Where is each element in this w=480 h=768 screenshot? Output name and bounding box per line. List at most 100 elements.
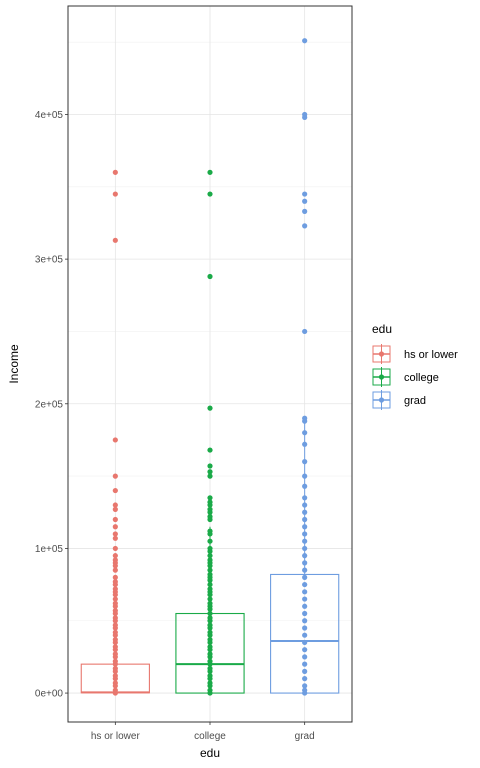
data-point [207, 563, 213, 569]
legend-label: grad [404, 395, 426, 407]
data-point [302, 483, 308, 489]
data-point [112, 567, 118, 573]
data-point [302, 418, 308, 424]
data-point [112, 625, 118, 631]
data-point [302, 618, 308, 624]
data-point [112, 516, 118, 523]
data-point [207, 596, 213, 602]
data-point [302, 661, 308, 667]
data-point [207, 610, 213, 617]
legend-items: hs or lower college grad [372, 344, 458, 410]
points [112, 38, 308, 696]
data-point [207, 654, 213, 660]
data-point [302, 676, 308, 682]
data-point [302, 632, 308, 638]
data-point [112, 506, 118, 512]
data-point [112, 563, 118, 569]
data-point [112, 592, 118, 598]
y-tick-label: 3e+05 [35, 255, 64, 266]
x-axis-title: edu [200, 746, 220, 760]
data-point [207, 473, 213, 479]
data-point [112, 647, 118, 653]
data-point [302, 596, 308, 602]
data-point [207, 516, 213, 523]
data-point [207, 405, 213, 411]
data-point [112, 473, 118, 479]
data-point [207, 548, 213, 554]
data-point [302, 223, 308, 229]
data-point [112, 237, 118, 243]
data-point [302, 459, 308, 465]
legend-key-point [378, 351, 385, 357]
data-point [207, 531, 213, 537]
data-point [302, 430, 308, 436]
y-tick-label: 0e+00 [35, 689, 64, 700]
data-point [112, 191, 118, 197]
data-point [302, 441, 308, 447]
data-point [302, 647, 308, 653]
data-point [302, 516, 308, 523]
data-point [302, 473, 308, 479]
data-point [302, 603, 308, 609]
data-point [112, 610, 118, 617]
data-point [207, 647, 213, 653]
data-point [207, 639, 213, 646]
data-point [207, 447, 213, 453]
data-point [112, 676, 118, 682]
y-tick-label: 4e+05 [35, 110, 64, 121]
data-point [302, 560, 308, 566]
data-point [112, 437, 118, 443]
data-point [112, 487, 118, 494]
data-point [112, 683, 118, 689]
data-point [207, 606, 213, 612]
data-point [302, 208, 308, 214]
legend-key-point [378, 374, 385, 380]
y-tick-label: 1e+05 [35, 544, 64, 555]
data-point [112, 654, 118, 660]
data-point [302, 567, 308, 573]
data-point [112, 524, 118, 530]
legend-title: edu [372, 322, 392, 336]
data-point [302, 495, 308, 501]
data-point [302, 654, 308, 660]
data-point [302, 191, 308, 197]
data-point [112, 502, 118, 508]
data-point [207, 577, 213, 583]
data-point [302, 328, 308, 335]
data-point [207, 273, 213, 280]
data-point [302, 683, 308, 689]
data-point [207, 169, 213, 175]
data-point [112, 639, 118, 646]
x-tick-label: grad [295, 731, 315, 742]
data-point [302, 509, 308, 515]
data-point [302, 531, 308, 537]
data-point [112, 603, 118, 609]
data-point [302, 668, 308, 674]
x-tick-label: hs or lower [91, 731, 141, 742]
data-point [112, 581, 118, 588]
data-point [112, 553, 118, 559]
y-tick-label: 2e+05 [35, 399, 64, 410]
data-point [112, 668, 118, 674]
data-point [207, 676, 213, 682]
data-point [207, 592, 213, 598]
data-point [112, 531, 118, 537]
data-point [302, 610, 308, 617]
legend-label: college [404, 372, 439, 384]
data-point [207, 625, 213, 631]
data-point [302, 524, 308, 530]
data-point [302, 639, 308, 646]
axes: 0e+00 1e+05 2e+05 3e+05 4e+05 hs or lower coll… [35, 110, 315, 742]
data-point [302, 589, 308, 595]
data-point [112, 574, 118, 580]
data-point [302, 581, 308, 588]
data-point [207, 502, 213, 508]
data-point [207, 567, 213, 573]
data-point [207, 668, 213, 674]
y-axis-title: Income [7, 344, 21, 384]
data-point [207, 191, 213, 197]
data-point [302, 553, 308, 559]
data-point [112, 618, 118, 624]
x-tick-label: college [194, 731, 226, 742]
